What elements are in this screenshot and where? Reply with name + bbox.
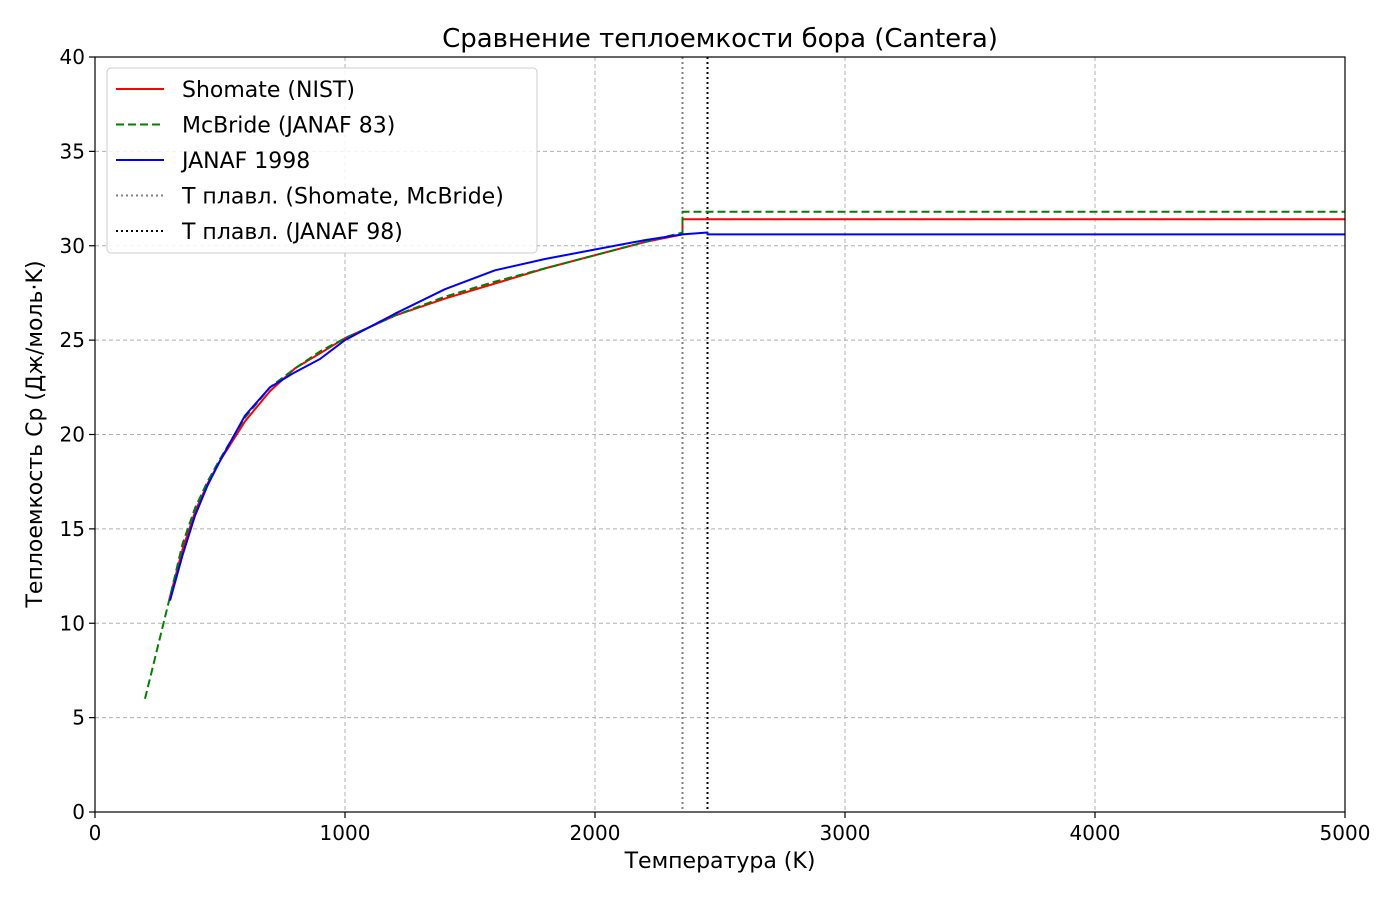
x-tick-label: 5000 bbox=[1320, 821, 1371, 845]
legend-label: McBride (JANAF 83) bbox=[182, 114, 395, 139]
x-axis-label: Температура (K) bbox=[624, 849, 816, 874]
x-tick-label: 1000 bbox=[320, 821, 371, 845]
x-tick-label: 0 bbox=[89, 821, 102, 845]
x-tick-label: 2000 bbox=[570, 821, 621, 845]
y-tick-label: 25 bbox=[60, 328, 85, 352]
legend-label: Shomate (NIST) bbox=[182, 78, 355, 103]
y-tick-label: 35 bbox=[60, 139, 85, 163]
series-layer bbox=[144, 210, 1345, 700]
y-tick-label: 20 bbox=[60, 423, 85, 447]
y-tick-label: 15 bbox=[60, 517, 85, 541]
legend-label: T плавл. (Shomate, McBride) bbox=[181, 185, 504, 210]
tick-layer: 0 1000 2000 3000 4000 5000 0 5 10 15 20 25 30 35 40 bbox=[60, 45, 1371, 845]
legend-box bbox=[106, 67, 538, 254]
y-axis-label: Теплоемкость Cp (Дж/моль·K) bbox=[23, 260, 48, 608]
series-line-0 bbox=[168, 218, 1345, 599]
y-tick-label: 40 bbox=[60, 45, 85, 69]
legend: Shomate (NIST) McBride (JANAF 83) JANAF 19… bbox=[106, 67, 538, 254]
legend-label: T плавл. (JANAF 98) bbox=[181, 220, 403, 245]
y-tick-label: 30 bbox=[60, 234, 85, 258]
series-line-1 bbox=[144, 210, 1345, 700]
y-tick-label: 10 bbox=[60, 611, 85, 635]
legend-entries: Shomate (NIST) McBride (JANAF 83) JANAF 19… bbox=[116, 78, 504, 245]
chart-title: Сравнение теплоемкости бора (Cantera) bbox=[442, 24, 998, 54]
series-line-2 bbox=[169, 231, 1345, 601]
vline-layer bbox=[681, 57, 709, 812]
legend-label: JANAF 1998 bbox=[180, 149, 310, 174]
x-tick-label: 3000 bbox=[820, 821, 871, 845]
y-tick-label: 0 bbox=[72, 800, 85, 824]
x-tick-label: 4000 bbox=[1070, 821, 1121, 845]
y-tick-label: 5 bbox=[72, 706, 85, 730]
